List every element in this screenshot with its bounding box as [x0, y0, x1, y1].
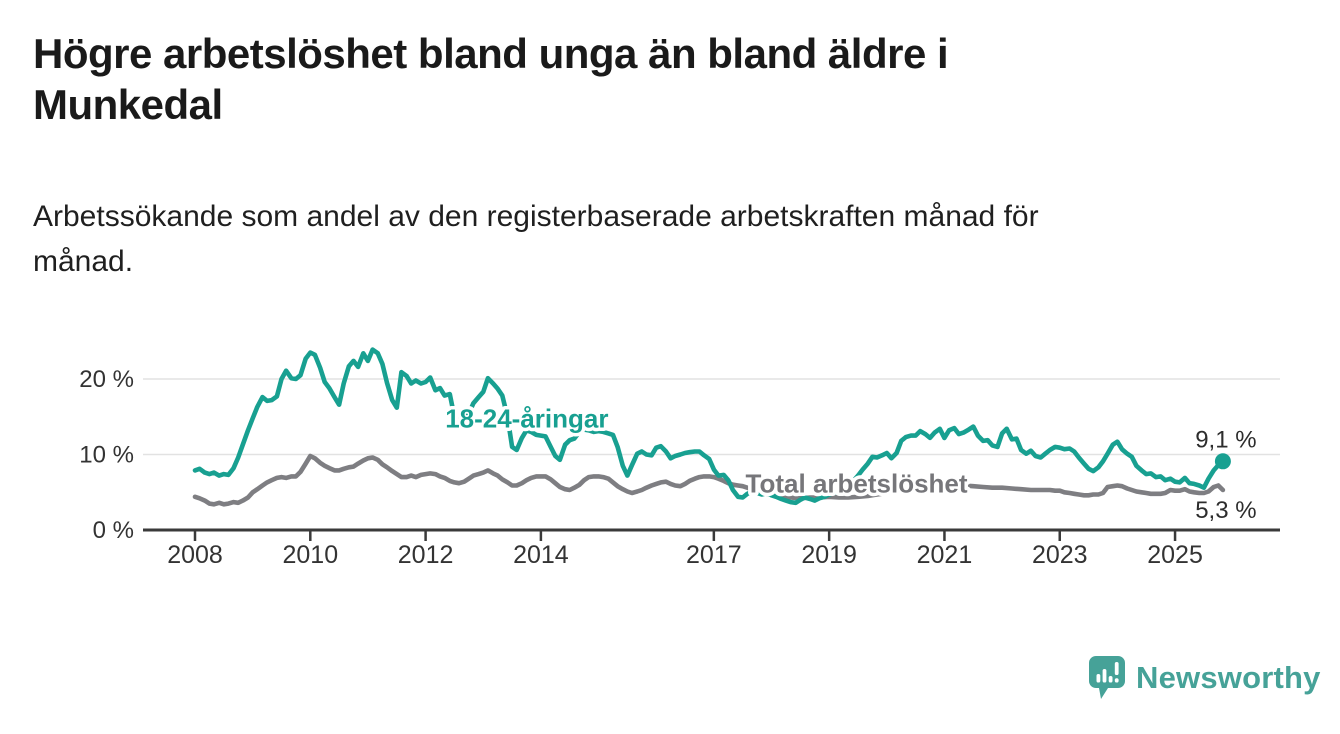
x-tick-label-2012: 2012: [398, 541, 454, 569]
y-tick-label-10: 10 %: [79, 442, 134, 469]
x-tick-label-2025: 2025: [1147, 541, 1203, 569]
x-tick-label-2019: 2019: [801, 541, 857, 569]
series-label-18-24-åringar: 18-24-åringar: [445, 403, 608, 433]
chart-subtitle: Arbetssökande som andel av den registerb…: [33, 200, 1039, 278]
end-value-label-18-24-åringar: 9,1 %: [1195, 426, 1256, 453]
x-tick-label-2008: 2008: [167, 541, 223, 569]
page-title: Högre arbetslöshet bland unga än bland ä…: [33, 30, 949, 129]
y-tick-label-20: 20 %: [79, 366, 134, 393]
x-tick-label-2023: 2023: [1032, 541, 1088, 569]
bar-1: [1096, 674, 1101, 683]
bar-2: [1102, 669, 1107, 683]
y-tick-label-0: 0 %: [93, 517, 134, 544]
newsworthy-logo-icon: [1089, 656, 1125, 699]
end-value-label-Total arbetslöshet: 5,3 %: [1195, 497, 1256, 524]
unemployment-line-chart: 2008 2010 2012 2014 2017 2019 2021 2023 2025 0 % 1…: [79, 347, 1280, 569]
x-tick-label-2021: 2021: [917, 541, 973, 569]
x-tick-label-2010: 2010: [282, 541, 338, 569]
newsworthy-logo: Newsworthy: [1088, 655, 1321, 700]
series-end-dot: [1214, 453, 1231, 470]
series-line-18-24-åringar: [192, 347, 1226, 506]
bar-3: [1108, 676, 1113, 683]
exclamation-dot: [1114, 678, 1119, 683]
speech-bubble-shape: [1089, 656, 1125, 699]
series-label-Total arbetslöshet: Total arbetslöshet: [746, 468, 968, 498]
newsworthy-logo-text: Newsworthy: [1136, 659, 1321, 695]
exclamation-bar: [1114, 662, 1119, 675]
x-tick-label-2014: 2014: [513, 541, 569, 569]
series-line-Total arbetslöshet: [192, 453, 1226, 507]
x-tick-label-2017: 2017: [686, 541, 742, 569]
